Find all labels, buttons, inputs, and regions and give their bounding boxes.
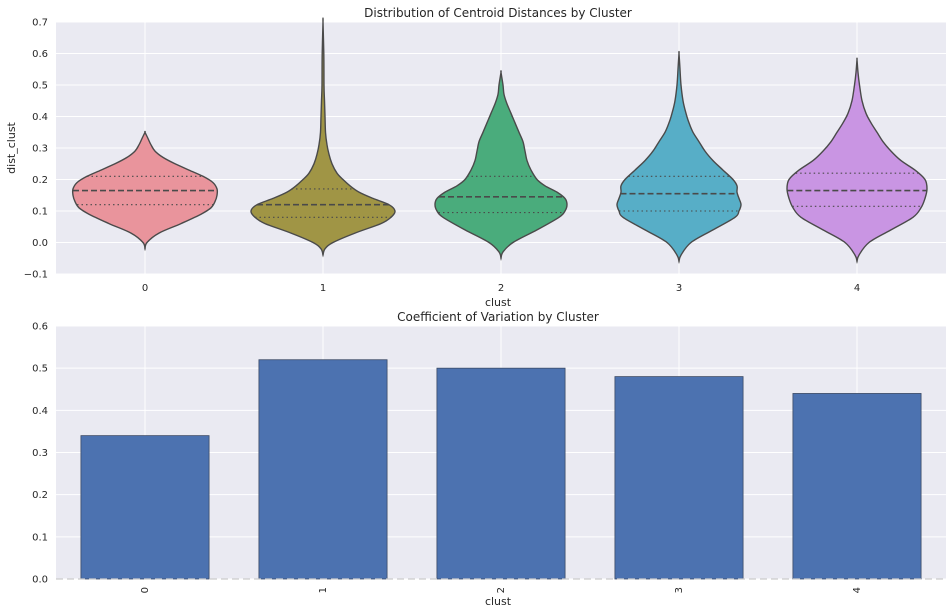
- violin-x-axis-label: clust: [485, 296, 512, 309]
- violin-body-cluster-3: [616, 50, 742, 265]
- violin-y-axis-label: dist_clust: [5, 121, 18, 173]
- bar-y-tick-label: 0.1: [32, 532, 48, 543]
- violin-y-tick-label: 0.4: [32, 112, 48, 123]
- violin-marks: [71, 17, 928, 265]
- violin-x-tick-label: 2: [498, 283, 504, 294]
- violin-title: Distribution of Centroid Distances by Cl…: [364, 6, 632, 20]
- bar-y-tick-label: 0.4: [32, 406, 48, 417]
- violin-y-tick-label: 0.3: [32, 144, 48, 155]
- violin-x-tick-label: 1: [320, 283, 326, 294]
- violin-body-cluster-2: [434, 70, 568, 261]
- violin-x-tick-label: 4: [854, 283, 860, 294]
- violin-y-tick-label: 0.2: [32, 175, 48, 186]
- violin-y-tick-label: 0.5: [32, 81, 48, 92]
- bar-chart: 0.0 0.1 0.2 0.3 0.4 0.5 0.6 0 1 2 3 4 Coefficient …: [32, 310, 946, 608]
- violin-body-cluster-4: [786, 57, 928, 265]
- bar-x-tick-label: 3: [674, 587, 685, 593]
- violin-x-tick-label: 0: [142, 283, 148, 294]
- bar-y-tick-label: 0.6: [32, 322, 48, 333]
- violin-y-tick-label: 0.0: [32, 238, 48, 249]
- bar-cluster-2: [436, 367, 566, 580]
- bar-y-tick-label: 0.5: [32, 364, 48, 375]
- violin-y-ticks: −0.1 0.0 0.1 0.2 0.3 0.4 0.5 0.6 0.7: [24, 18, 48, 281]
- bar-title: Coefficient of Variation by Cluster: [397, 310, 599, 324]
- bar-x-axis-label: clust: [485, 595, 512, 608]
- bar-y-tick-label: 0.3: [32, 448, 48, 459]
- violin-y-tick-label: 0.7: [32, 18, 48, 29]
- bar-x-ticks: 0 1 2 3 4: [140, 587, 863, 593]
- bar-marks: [80, 359, 922, 580]
- bar-y-tick-label: 0.2: [32, 490, 48, 501]
- violin-x-ticks: 0 1 2 3 4: [142, 283, 860, 294]
- violin-y-tick-label: 0.6: [32, 49, 48, 60]
- bar-x-tick-label: 0: [140, 587, 151, 593]
- bar-cluster-4: [792, 393, 922, 580]
- bar-cluster-1: [258, 359, 388, 580]
- bar-cluster-0: [80, 435, 210, 580]
- bar-x-tick-label: 1: [318, 587, 329, 593]
- bar-x-tick-label: 2: [496, 587, 507, 593]
- bar-cluster-3: [614, 376, 744, 580]
- violin-y-tick-label: −0.1: [24, 270, 48, 281]
- violin-x-tick-label: 3: [676, 283, 682, 294]
- bar-y-ticks: 0.0 0.1 0.2 0.3 0.4 0.5 0.6: [32, 322, 48, 586]
- bar-y-tick-label: 0.0: [32, 575, 48, 586]
- violin-chart: −0.1 0.0 0.1 0.2 0.3 0.4 0.5 0.6 0.7 0 1 2 3 4 Distr…: [5, 6, 946, 309]
- bar-x-tick-label: 4: [852, 587, 863, 593]
- violin-y-tick-label: 0.1: [32, 207, 48, 218]
